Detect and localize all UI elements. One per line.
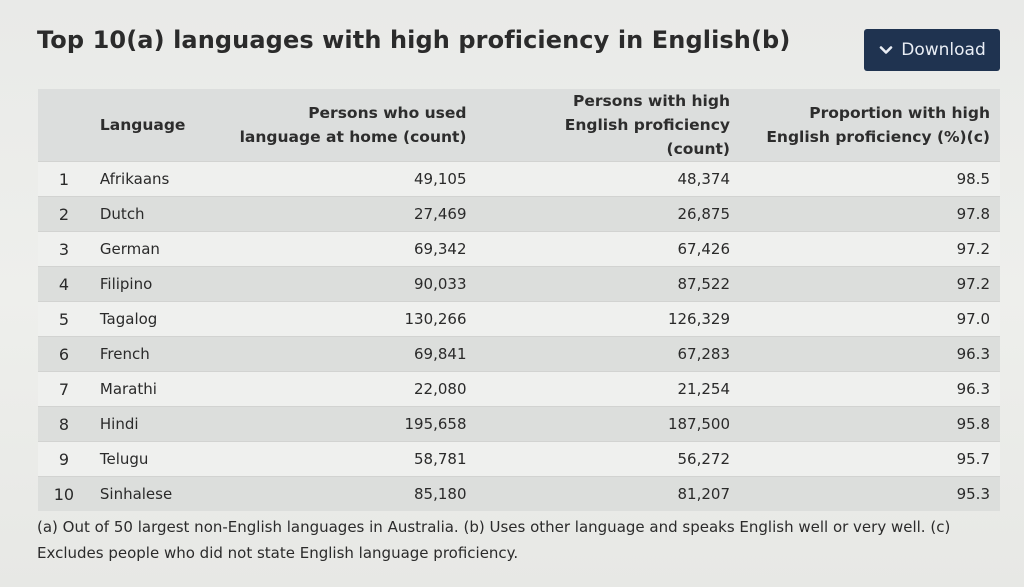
cell-used-at-home: 27,469 — [215, 196, 487, 232]
table-row: 4 Filipino 90,033 87,522 97.2 — [38, 266, 1000, 302]
cell-proportion: 95.7 — [750, 441, 1000, 477]
header-proportion: Proportion with high English proficiency… — [766, 104, 990, 146]
table-row: 2 Dutch 27,469 26,875 97.8 — [38, 196, 1000, 232]
cell-proportion: 98.5 — [750, 161, 1000, 197]
cell-used-at-home: 69,342 — [215, 231, 487, 267]
cell-rank: 1 — [38, 161, 90, 197]
cell-rank: 4 — [38, 266, 90, 302]
table-row: 10 Sinhalese 85,180 81,207 95.3 — [38, 476, 1000, 511]
cell-high-proficiency: 126,329 — [486, 301, 750, 337]
cell-high-proficiency: 87,522 — [486, 266, 750, 302]
languages-table: Language Persons who used language at ho… — [38, 89, 1000, 511]
header-used-at-home: Persons who used language at home (count… — [239, 104, 467, 146]
cell-used-at-home: 58,781 — [215, 441, 487, 477]
header-language: Language — [99, 116, 186, 134]
cell-used-at-home: 90,033 — [215, 266, 487, 302]
cell-proportion: 97.0 — [750, 301, 1000, 337]
cell-language: French — [89, 336, 216, 372]
cell-language: Tagalog — [89, 301, 216, 337]
cell-rank: 9 — [38, 441, 90, 477]
cell-language: Afrikaans — [89, 161, 216, 197]
cell-language: Filipino — [89, 266, 216, 302]
cell-proportion: 95.8 — [750, 406, 1000, 442]
cell-high-proficiency: 67,426 — [486, 231, 750, 267]
cell-high-proficiency: 187,500 — [486, 406, 750, 442]
cell-used-at-home: 22,080 — [215, 371, 487, 407]
cell-high-proficiency: 81,207 — [486, 476, 750, 511]
download-button-label: Download — [901, 40, 986, 60]
download-button[interactable]: Download — [864, 29, 1000, 71]
cell-language: Telugu — [89, 441, 216, 477]
cell-proportion: 96.3 — [750, 371, 1000, 407]
cell-rank: 7 — [38, 371, 90, 407]
cell-language: German — [89, 231, 216, 267]
table-row: 7 Marathi 22,080 21,254 96.3 — [38, 371, 1000, 407]
chevron-down-icon — [878, 42, 894, 58]
cell-proportion: 95.3 — [750, 476, 1000, 511]
cell-rank: 5 — [38, 301, 90, 337]
cell-rank: 10 — [38, 476, 90, 511]
cell-language: Marathi — [89, 371, 216, 407]
footnote: (a) Out of 50 largest non-English langua… — [37, 518, 951, 562]
cell-used-at-home: 195,658 — [215, 406, 487, 442]
cell-used-at-home: 49,105 — [215, 161, 487, 197]
cell-language: Dutch — [89, 196, 216, 232]
cell-high-proficiency: 56,272 — [486, 441, 750, 477]
cell-rank: 8 — [38, 406, 90, 442]
cell-proportion: 96.3 — [750, 336, 1000, 372]
cell-high-proficiency: 67,283 — [486, 336, 750, 372]
page-title: Top 10(a) languages with high proficienc… — [37, 26, 791, 54]
table-header-row: Language Persons who used language at ho… — [38, 89, 1000, 162]
cell-language: Sinhalese — [89, 476, 216, 511]
header-high-proficiency: Persons with high English proficiency (c… — [564, 92, 730, 158]
header-rank — [38, 89, 90, 162]
cell-proportion: 97.8 — [750, 196, 1000, 232]
table-row: 6 French 69,841 67,283 96.3 — [38, 336, 1000, 372]
cell-high-proficiency: 48,374 — [486, 161, 750, 197]
cell-used-at-home: 69,841 — [215, 336, 487, 372]
cell-rank: 3 — [38, 231, 90, 267]
table-row: 5 Tagalog 130,266 126,329 97.0 — [38, 301, 1000, 337]
table-row: 3 German 69,342 67,426 97.2 — [38, 231, 1000, 267]
cell-rank: 2 — [38, 196, 90, 232]
table-row: 1 Afrikaans 49,105 48,374 98.5 — [38, 161, 1000, 197]
table-row: 8 Hindi 195,658 187,500 95.8 — [38, 406, 1000, 442]
cell-proportion: 97.2 — [750, 266, 1000, 302]
cell-high-proficiency: 26,875 — [486, 196, 750, 232]
table-row: 9 Telugu 58,781 56,272 95.7 — [38, 441, 1000, 477]
cell-used-at-home: 130,266 — [215, 301, 487, 337]
cell-used-at-home: 85,180 — [215, 476, 487, 511]
cell-proportion: 97.2 — [750, 231, 1000, 267]
cell-rank: 6 — [38, 336, 90, 372]
cell-language: Hindi — [89, 406, 216, 442]
cell-high-proficiency: 21,254 — [486, 371, 750, 407]
